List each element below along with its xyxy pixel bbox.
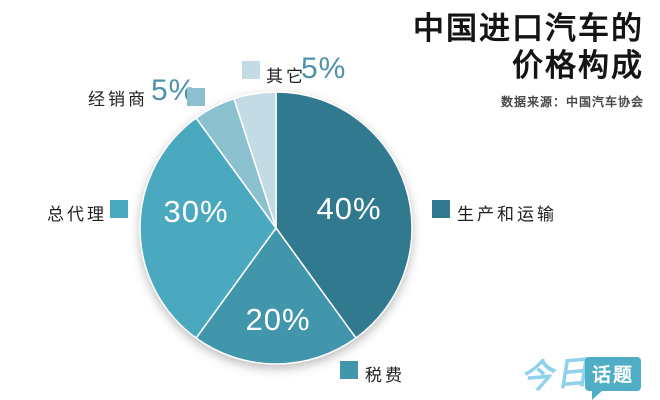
pie-value-label-tax: 20% (245, 302, 311, 337)
legend-label-other: 其它 (266, 67, 306, 86)
pie-value-label-production: 40% (316, 191, 382, 226)
brand-logo-script-text: 今日 (518, 353, 592, 396)
legend-label-dealer: 经销商 (88, 90, 148, 109)
page-title-line-1: 中国进口汽车的 (413, 11, 644, 46)
pie-chart (139, 91, 413, 365)
legend-label-production: 生产和运输 (457, 205, 557, 224)
legend-swatch-other (242, 61, 260, 79)
legend-swatch-dealer (187, 88, 205, 106)
pie-slice-3 (139, 116, 277, 340)
page-title-line-2: 价格构成 (512, 48, 644, 83)
pie-slice-1 (275, 91, 413, 340)
brand-logo-bubble-text: 话题 (585, 357, 642, 400)
pie-slice-2 (195, 226, 357, 365)
legend-swatch-agent (110, 200, 128, 218)
legend-swatch-tax (340, 361, 358, 379)
pie-value-label-agent: 30% (163, 194, 229, 229)
data-source-note: 数据来源：中国汽车协会 (500, 95, 644, 109)
title-block: 中国进口汽车的 价格构成 数据来源：中国汽车协会 (413, 10, 644, 110)
pie-slice-5 (233, 91, 277, 229)
legend-label-agent: 总代理 (47, 205, 107, 224)
legend-swatch-production (432, 200, 450, 218)
legend-pct-other: 5% (301, 52, 347, 85)
legend-label-tax: 税费 (365, 366, 405, 385)
